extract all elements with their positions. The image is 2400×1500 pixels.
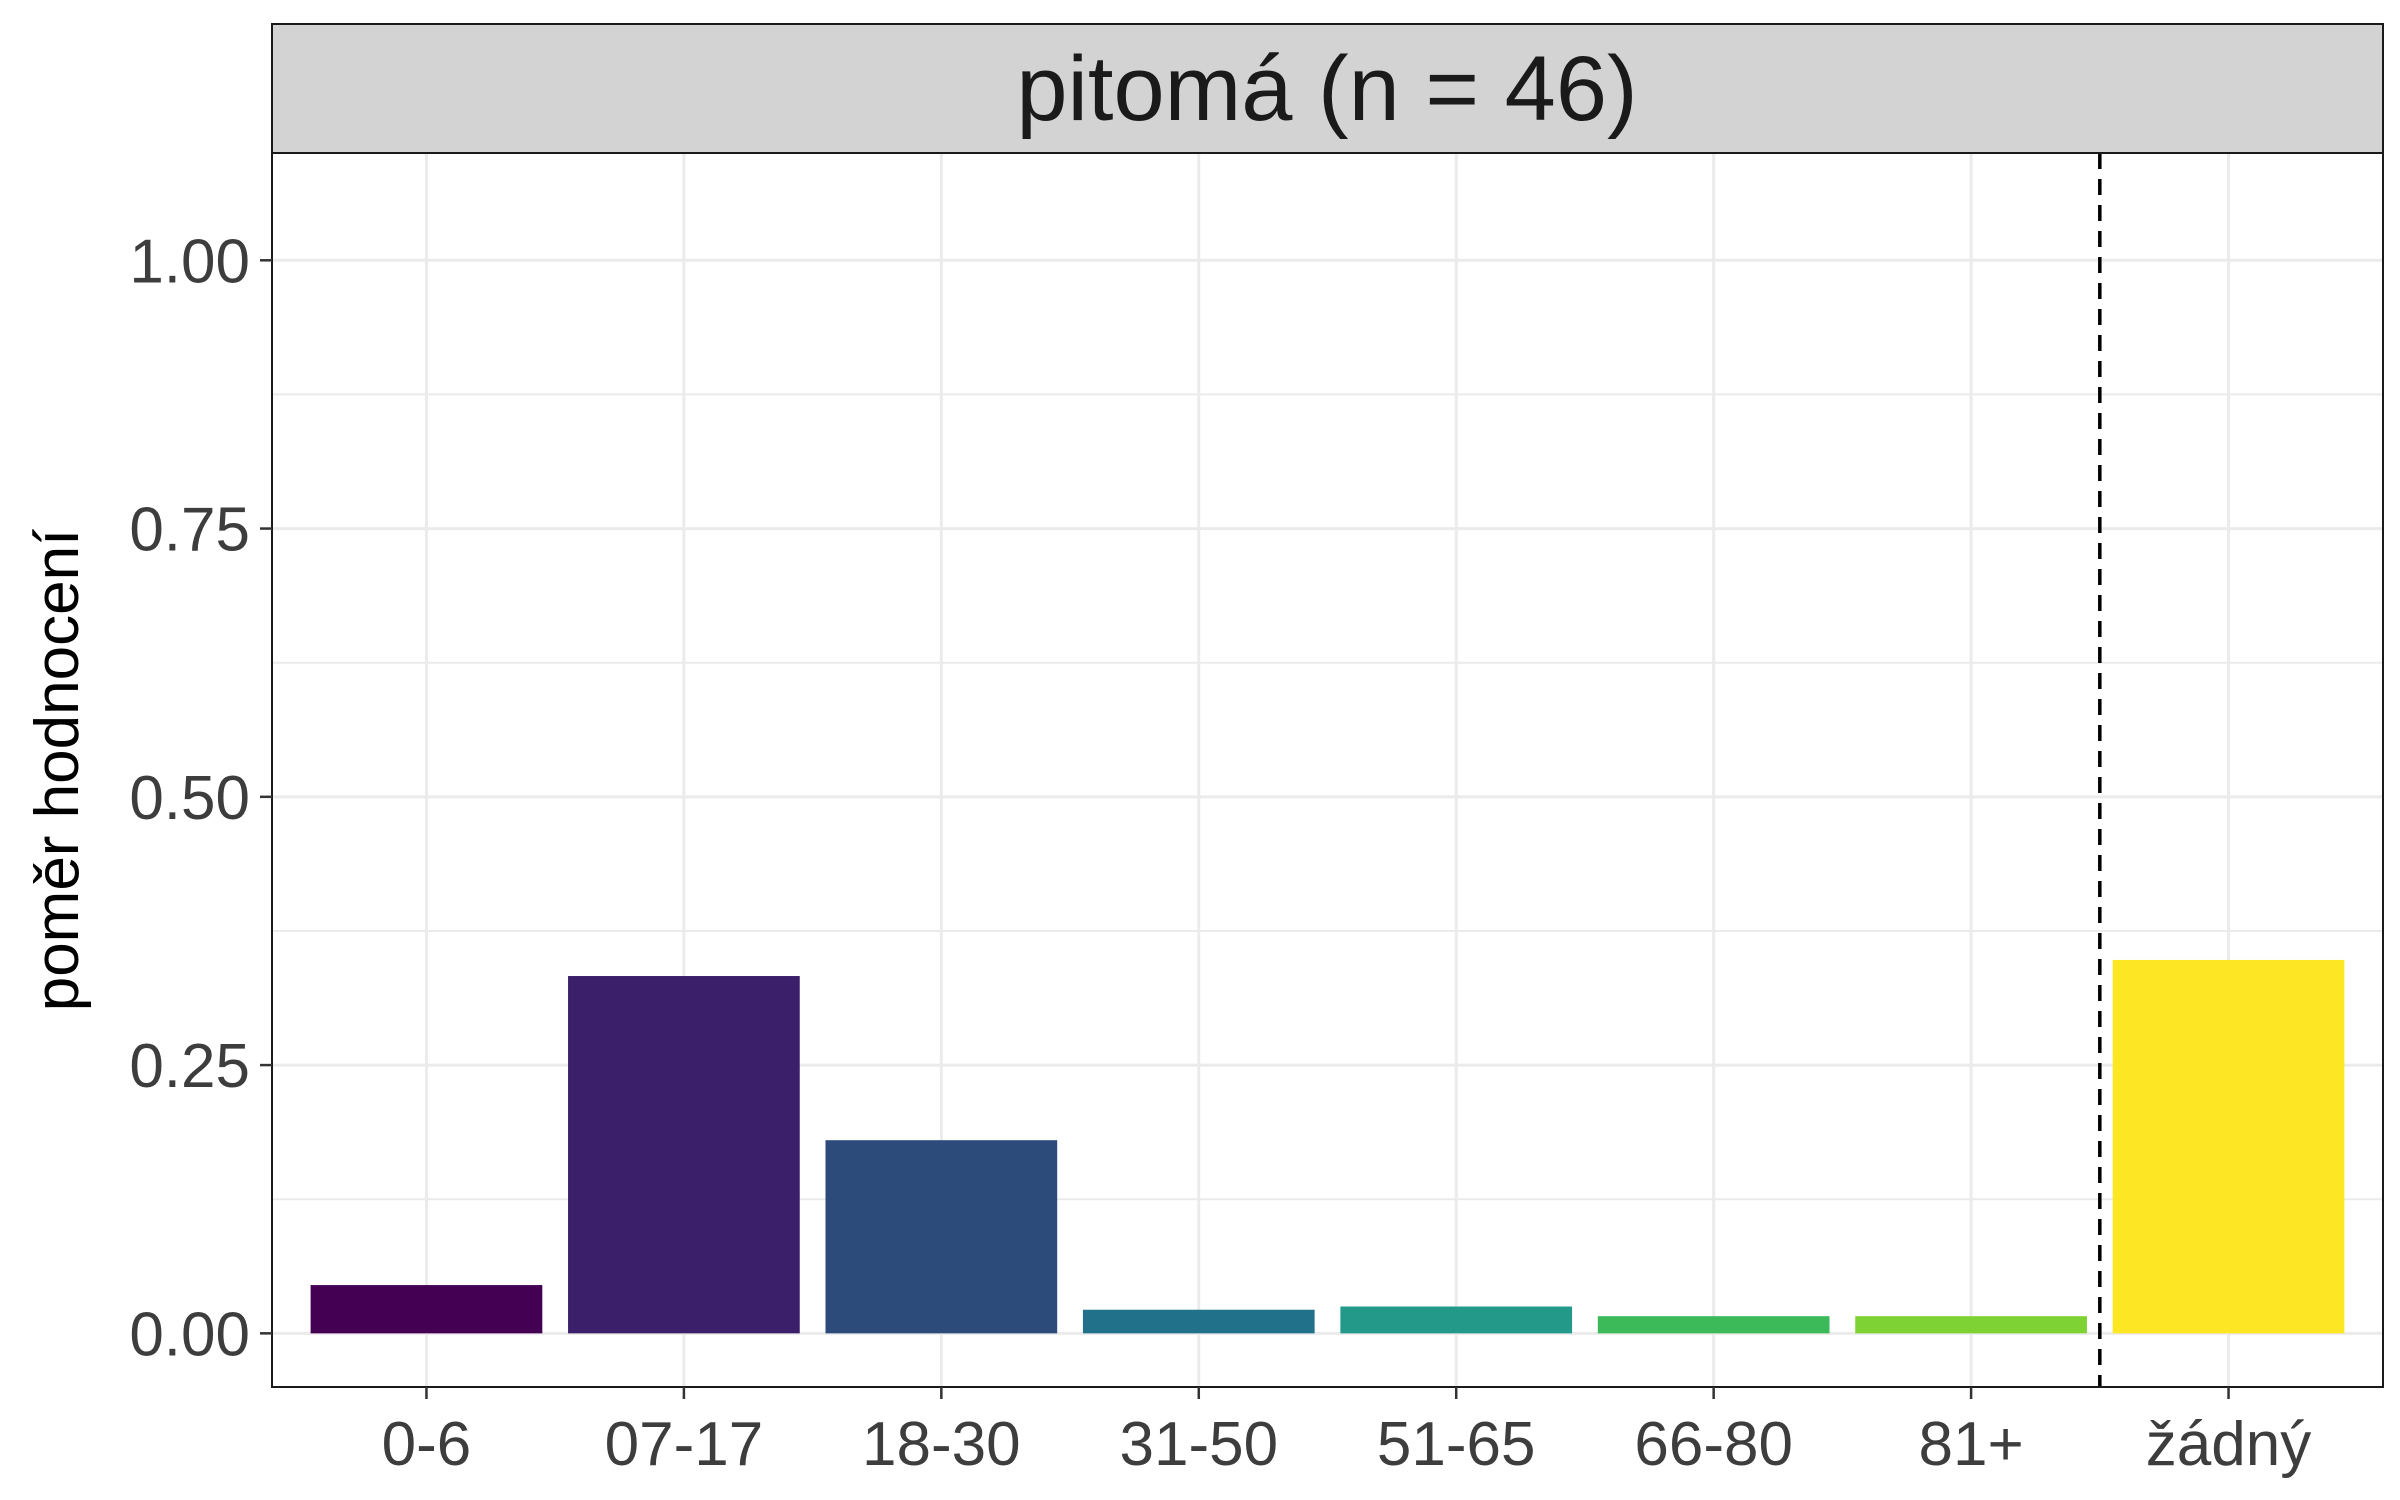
x-tick-label: 51-65 — [1377, 1410, 1536, 1479]
y-tick-label: 0.75 — [129, 496, 250, 565]
bar-žádný — [2112, 959, 2345, 1334]
facet-title: pitomá (n = 46) — [1016, 38, 1637, 140]
bar-51-65 — [1340, 1306, 1573, 1334]
bar-07-17 — [568, 976, 800, 1334]
bar-81+ — [1855, 1316, 2087, 1334]
y-axis: 0.00 0.25 0.50 0.75 1.00 — [129, 227, 272, 1369]
strip-background — [271, 23, 2384, 154]
y-tick-label: 0.50 — [129, 764, 250, 833]
x-tick-label: 81+ — [1919, 1410, 2024, 1479]
bar-0-6 — [310, 1285, 543, 1334]
panel-border — [271, 152, 2384, 1388]
grid-lines — [272, 153, 2383, 1387]
x-tick-label: 66-80 — [1634, 1410, 1793, 1479]
x-tick-label: 0-6 — [382, 1410, 472, 1479]
y-axis-title: poměr hodnocení — [23, 529, 92, 1012]
x-tick-label: žádný — [2146, 1410, 2311, 1479]
y-tick-label: 1.00 — [129, 227, 250, 296]
bar-31-50 — [1082, 1309, 1315, 1334]
bars — [310, 959, 2345, 1334]
bar-18-30 — [825, 1140, 1058, 1334]
bar-66-80 — [1597, 1316, 1830, 1334]
x-tick-label: 07-17 — [605, 1410, 764, 1479]
y-tick-label: 0.25 — [129, 1032, 250, 1101]
x-axis: 0-6 07-17 18-30 31-50 51-65 66-80 81+ žádný — [382, 1387, 2311, 1479]
y-tick-label: 0.00 — [129, 1300, 250, 1369]
x-tick-label: 18-30 — [862, 1410, 1021, 1479]
x-tick-label: 31-50 — [1119, 1410, 1278, 1479]
